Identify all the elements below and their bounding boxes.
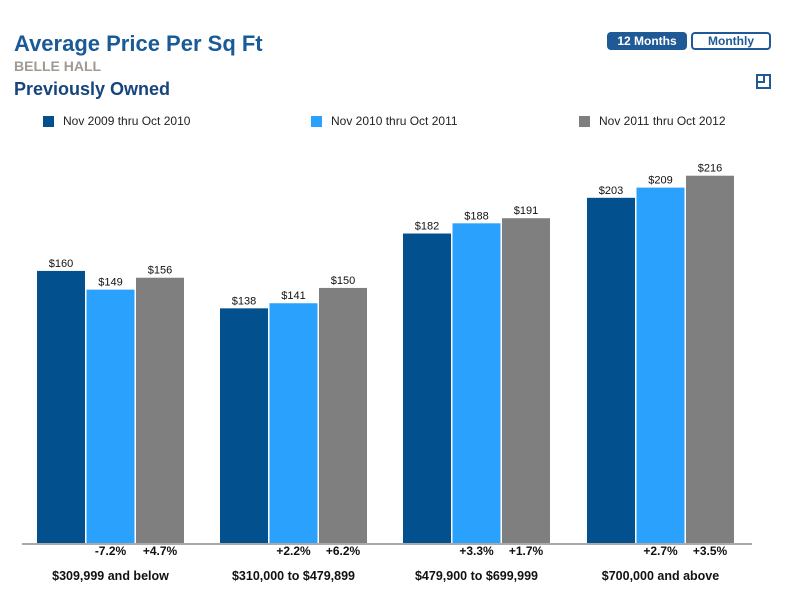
percent-change-label-2-1: -7.2% [95,544,127,558]
bar-2-4 [636,187,685,543]
bar-3-1 [136,277,184,543]
bar-value-label-2-3: $188 [464,210,488,222]
percent-change-label-2-3: +3.3% [459,544,494,558]
percent-change-label-3-4: +3.5% [693,544,728,558]
bar-value-label-2-1: $149 [98,277,122,289]
bar-1-3 [403,233,451,544]
bar-2-2 [269,303,318,543]
bar-2-1 [86,289,135,543]
bar-3-4 [686,175,734,543]
legend-swatch-series-3 [579,115,590,127]
monthly-button[interactable]: Monthly [691,32,771,50]
bar-1-2 [220,308,268,543]
expand-icon[interactable] [756,74,771,89]
legend-label-series-3: Nov 2011 thru Oct 2012 [599,114,726,128]
bar-value-label-1-2: $138 [232,295,256,307]
percent-change-label-3-2: +6.2% [326,544,361,558]
percent-change-label-2-4: +2.7% [643,544,678,558]
bar-value-label-3-4: $216 [698,163,722,175]
section-title: Previously Owned [14,79,171,99]
category-label-2: $310,000 to $479,899 [232,569,355,583]
category-label-1: $309,999 and below [52,569,169,583]
bar-value-label-1-4: $203 [599,185,623,197]
legend-swatch-series-2 [311,115,322,127]
legend-item-series-1: Nov 2009 thru Oct 2010 [43,114,190,128]
bar-3-2 [319,287,367,543]
legend-item-series-3: Nov 2011 thru Oct 2012 [579,114,726,128]
bar-1-1 [37,270,85,543]
bar-value-label-3-2: $150 [331,275,355,287]
legend-swatch-series-1 [43,115,54,127]
bar-value-label-1-3: $182 [415,221,439,233]
bar-3-3 [502,218,550,543]
chart-title: Average Price Per Sq Ft [14,31,263,56]
bar-value-label-2-4: $209 [648,175,672,187]
bar-value-label-3-3: $191 [514,205,538,217]
percent-change-label-2-2: +2.2% [276,544,311,558]
twelve-months-button[interactable]: 12 Months [607,32,687,50]
chart-subtitle: BELLE HALL [14,58,102,74]
bar-2-3 [452,223,501,543]
legend-item-series-2: Nov 2010 thru Oct 2011 [311,114,458,128]
bar-value-label-1-1: $160 [49,258,73,270]
percent-change-label-3-1: +4.7% [143,544,178,558]
bar-1-4 [587,197,635,544]
legend-label-series-2: Nov 2010 thru Oct 2011 [331,114,458,128]
legend-label-series-1: Nov 2009 thru Oct 2010 [63,114,191,128]
category-label-4: $700,000 and above [602,569,719,583]
bar-value-label-2-2: $141 [281,290,305,302]
percent-change-label-3-3: +1.7% [509,544,544,558]
bar-value-label-3-1: $156 [148,265,172,277]
category-label-3: $479,900 to $699,999 [415,569,538,583]
